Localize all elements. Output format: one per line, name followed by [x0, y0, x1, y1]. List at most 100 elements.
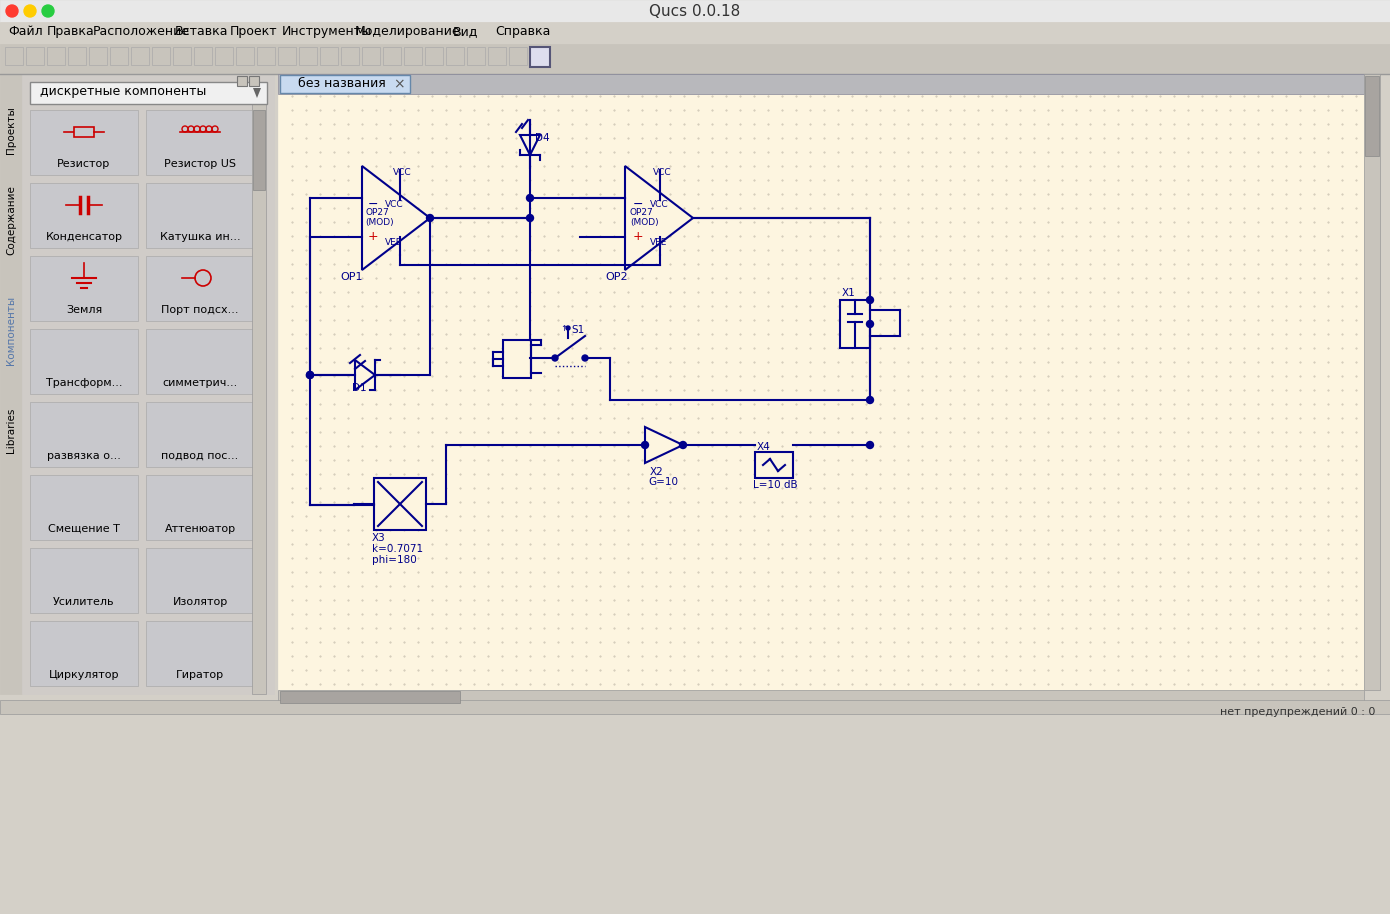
Text: OP2: OP2	[605, 272, 628, 282]
Bar	[320, 47, 338, 65]
Bar	[374, 478, 425, 530]
Text: ×: ×	[393, 77, 404, 91]
Text: phi=180: phi=180	[373, 555, 417, 565]
Circle shape	[866, 321, 873, 327]
Bar	[530, 47, 550, 67]
Text: D1: D1	[352, 383, 367, 393]
Text: VEE: VEE	[651, 238, 667, 247]
Bar	[31, 329, 138, 394]
Text: Инструменты: Инструменты	[282, 25, 373, 38]
Circle shape	[866, 397, 873, 403]
Circle shape	[427, 215, 434, 221]
Text: Резистор: Резистор	[57, 159, 111, 169]
Text: симметрич...: симметрич...	[163, 378, 238, 388]
Bar	[47, 47, 65, 65]
Text: Проект: Проект	[229, 25, 278, 38]
Bar	[26, 47, 44, 65]
Bar	[278, 74, 1364, 94]
Bar	[503, 340, 531, 378]
Text: −: −	[368, 198, 378, 211]
Circle shape	[642, 441, 649, 449]
Bar	[0, 22, 1390, 44]
Bar	[467, 47, 485, 65]
Bar	[146, 548, 254, 613]
Text: (MOD): (MOD)	[630, 218, 659, 227]
Text: OP27: OP27	[366, 208, 389, 217]
Circle shape	[42, 5, 54, 17]
Bar	[68, 47, 86, 65]
Text: Правка: Правка	[47, 25, 95, 38]
Bar	[0, 44, 1390, 74]
Bar	[146, 621, 254, 686]
Text: ↑: ↑	[560, 324, 567, 333]
Text: Содержание: Содержание	[6, 185, 17, 255]
Bar	[0, 74, 22, 694]
Circle shape	[24, 5, 36, 17]
Text: Моделирование: Моделирование	[354, 25, 460, 38]
Bar	[404, 47, 423, 65]
Bar	[755, 452, 794, 478]
Circle shape	[307, 371, 314, 378]
Bar	[299, 47, 317, 65]
Text: Конденсатор: Конденсатор	[46, 232, 122, 242]
Bar	[31, 183, 138, 248]
Circle shape	[680, 441, 687, 449]
Bar	[361, 47, 379, 65]
Text: OP27: OP27	[630, 208, 653, 217]
Text: Смещение Т: Смещение Т	[49, 524, 120, 534]
Text: Гиратор: Гиратор	[177, 670, 224, 680]
Bar	[146, 475, 254, 540]
Text: Проекты: Проекты	[6, 106, 17, 154]
Circle shape	[307, 371, 314, 378]
Circle shape	[527, 215, 534, 221]
Circle shape	[552, 355, 557, 361]
Bar	[146, 402, 254, 467]
Text: X4: X4	[758, 442, 770, 452]
Text: k=0.7071: k=0.7071	[373, 544, 423, 554]
Text: без названия: без названия	[297, 77, 386, 90]
Text: Вид: Вид	[453, 25, 478, 38]
Text: +: +	[632, 230, 644, 243]
Bar	[1365, 76, 1379, 156]
Bar	[215, 47, 234, 65]
Bar	[279, 691, 460, 703]
Bar	[253, 110, 265, 190]
Text: VEE: VEE	[385, 238, 402, 247]
Bar	[278, 47, 296, 65]
Bar	[278, 74, 1364, 690]
Bar	[146, 256, 254, 321]
Bar	[172, 47, 190, 65]
Bar	[195, 47, 213, 65]
Text: Изолятор: Изолятор	[172, 597, 228, 607]
Bar	[31, 402, 138, 467]
Text: подвод пос...: подвод пос...	[161, 451, 239, 461]
Text: Порт подсх...: Порт подсх...	[161, 305, 239, 315]
Text: Земля: Земля	[65, 305, 101, 315]
Bar	[31, 256, 138, 321]
Text: Расположение: Расположение	[93, 25, 190, 38]
Bar	[146, 329, 254, 394]
Text: Аттенюатор: Аттенюатор	[164, 524, 235, 534]
Text: L=10 dB: L=10 dB	[753, 480, 798, 490]
Text: +: +	[368, 230, 378, 243]
Text: −: −	[632, 198, 644, 211]
Text: развязка о...: развязка о...	[47, 451, 121, 461]
Circle shape	[527, 195, 534, 201]
Bar	[31, 475, 138, 540]
Bar	[238, 76, 247, 86]
Text: VCC: VCC	[385, 200, 403, 209]
Text: нет предупреждений 0 : 0: нет предупреждений 0 : 0	[1219, 707, 1375, 717]
Text: Libraries: Libraries	[6, 408, 17, 452]
Text: Файл: Файл	[8, 25, 43, 38]
Bar	[131, 47, 149, 65]
Bar	[530, 47, 548, 65]
Polygon shape	[520, 135, 539, 155]
Text: дискретные компоненты: дискретные компоненты	[40, 85, 206, 98]
Bar	[22, 74, 274, 694]
Polygon shape	[354, 360, 375, 390]
Bar	[152, 47, 170, 65]
Bar	[384, 47, 400, 65]
Text: Циркулятор: Циркулятор	[49, 670, 120, 680]
Text: X1: X1	[842, 288, 856, 298]
Text: Компоненты: Компоненты	[6, 295, 17, 365]
